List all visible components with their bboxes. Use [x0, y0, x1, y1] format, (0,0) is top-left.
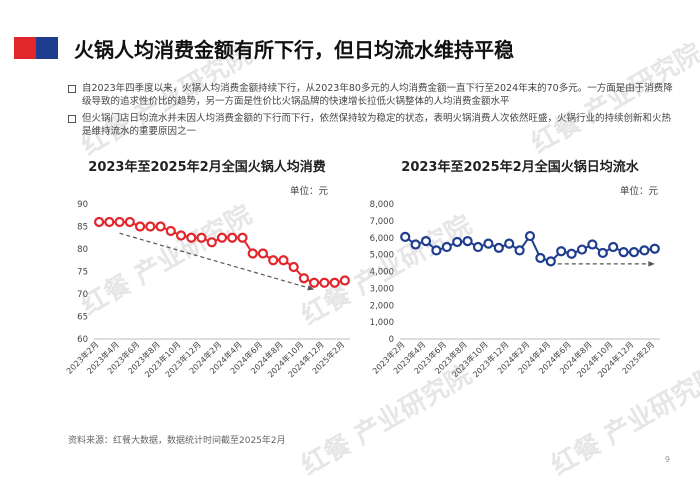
title-accent-blue [36, 37, 58, 59]
chart-left: 606570758085902023年2月2023年4月2023年6月2023年… [64, 200, 350, 379]
data-point [587, 239, 598, 250]
data-point [410, 239, 421, 250]
y-tick-label: 90 [77, 200, 88, 210]
data-point [104, 216, 115, 228]
y-tick-label: 75 [77, 268, 88, 278]
data-point [288, 261, 299, 273]
y-tick-label: 60 [77, 335, 88, 345]
y-tick-label: 80 [77, 245, 88, 255]
data-point [524, 230, 536, 242]
data-point [597, 247, 608, 259]
data-point [278, 255, 289, 266]
data-point [165, 225, 176, 237]
data-point [257, 248, 269, 259]
y-tick-label: 2,000 [370, 301, 394, 311]
data-point [237, 232, 248, 243]
data-point [196, 232, 207, 243]
data-point [504, 238, 515, 249]
data-point [298, 273, 310, 284]
trend-arrow-line [119, 232, 315, 291]
data-point [483, 238, 494, 249]
bullet-square-icon [68, 115, 76, 123]
y-tick-label: 3,000 [370, 284, 394, 294]
chart-right: 0 1,000 2,000 3,000 4,000 5,000 6,000 7,000 8,00… [370, 200, 660, 379]
bullet-list: 自2023年四季度以来，火锅人均消费金额持续下行，从2023年80多元的人均消费… [68, 82, 678, 142]
data-point [514, 245, 525, 256]
y-tick-label: 85 [77, 223, 88, 233]
source-footnote: 资料来源：红餐大数据，数据统计时间截至2025年2月 [68, 436, 286, 446]
data-point [400, 231, 411, 243]
data-point [268, 255, 279, 266]
data-point [319, 277, 330, 288]
data-point [339, 275, 350, 286]
data-point [472, 241, 484, 253]
data-point [420, 236, 432, 247]
data-point [441, 241, 452, 253]
y-tick-label: 6,000 [370, 234, 394, 244]
y-tick-label: 4,000 [370, 268, 394, 278]
data-point [608, 241, 619, 253]
trend-arrow-head [307, 285, 315, 291]
data-point [535, 252, 546, 264]
y-tick-label: 65 [77, 313, 88, 323]
data-point [216, 232, 228, 243]
data-point [155, 221, 166, 232]
y-tick-label: 5,000 [370, 251, 394, 261]
y-tick-label: 0 [389, 335, 394, 345]
data-point [94, 216, 105, 228]
data-point [452, 236, 463, 248]
bullet-text: 但火锅门店日均流水并未因人均消费金额的下行而下行，依然保持较为稳定的状态，表明火… [82, 113, 672, 137]
data-point [227, 232, 238, 243]
title-accent-red [14, 37, 36, 59]
data-point [175, 230, 187, 241]
page-number: 9 [664, 455, 670, 464]
y-tick-label: 8,000 [370, 200, 394, 210]
y-tick-label: 70 [77, 290, 88, 300]
data-point [431, 245, 442, 256]
data-point [309, 277, 320, 288]
data-point [618, 246, 629, 258]
data-point [545, 256, 556, 267]
y-tick-label: 7,000 [370, 217, 394, 227]
chart-title-left: 2023年至2025年2月全国火锅人均消费 [88, 160, 326, 175]
data-point [462, 236, 473, 247]
bullet-text: 自2023年四季度以来，火锅人均消费金额持续下行，从2023年80多元的人均消费… [82, 83, 673, 107]
data-point [649, 243, 660, 254]
data-point [186, 232, 197, 243]
data-point [639, 245, 650, 256]
unit-label-left: 单位：元 [290, 186, 329, 197]
data-point [206, 237, 217, 248]
chart-title-right: 2023年至2025年2月全国火锅日均流水 [401, 160, 639, 175]
trend-arrow-head [648, 261, 655, 267]
y-tick-label: 1,000 [370, 318, 394, 328]
data-point [134, 221, 146, 232]
data-point [566, 248, 577, 259]
data-point [329, 277, 340, 288]
data-point [493, 242, 504, 253]
bullet-item: 但火锅门店日均流水并未因人均消费金额的下行而下行，依然保持较为稳定的状态，表明火… [68, 112, 678, 138]
data-point [556, 246, 567, 257]
series-line [99, 221, 346, 284]
data-point [114, 216, 125, 228]
data-point [247, 248, 258, 259]
page-title: 火锅人均消费金额有所下行，但日均流水维持平稳 [74, 38, 514, 62]
data-point [145, 221, 156, 232]
data-point [124, 216, 135, 228]
bullet-item: 自2023年四季度以来，火锅人均消费金额持续下行，从2023年80多元的人均消费… [68, 82, 678, 108]
unit-label-right: 单位：元 [620, 186, 659, 197]
data-point [576, 244, 588, 255]
bullet-square-icon [68, 85, 76, 93]
data-point [628, 246, 640, 258]
